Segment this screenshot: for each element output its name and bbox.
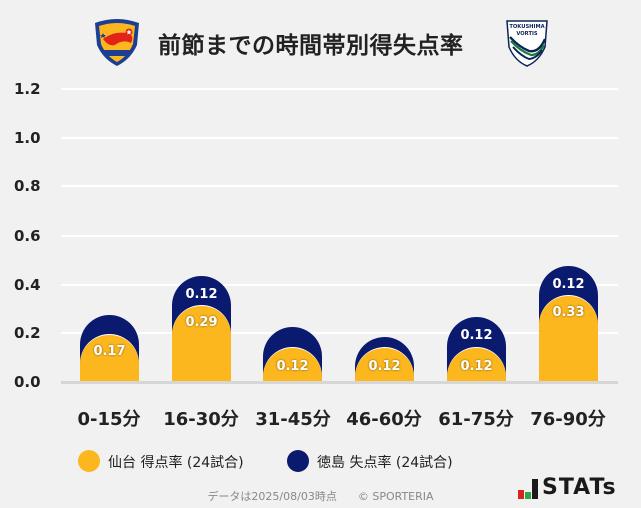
footer-note: データは2025/08/03時点 © SPORTERIA: [0, 488, 641, 504]
bar-segment-home: [80, 334, 139, 382]
stats-bars-icon: [518, 479, 538, 499]
x-tick-label: 46-60分: [346, 409, 422, 430]
stats-brand-text: STATs: [542, 475, 617, 500]
gridline: [61, 185, 618, 187]
bar-value-label-home: 0.12: [460, 358, 493, 374]
copyright-text: © SPORTERIA: [357, 490, 434, 503]
x-tick-label: 16-30分: [163, 409, 239, 430]
bar-value-label-away: 0.12: [460, 328, 493, 344]
x-tick-label: 61-75分: [438, 409, 514, 430]
svg-text:TOKUSHIMA: TOKUSHIMA: [509, 24, 544, 30]
y-tick-label: 0.6: [14, 227, 41, 245]
gridline: [61, 284, 618, 286]
tokushima-vortis-crest-icon: TOKUSHIMA VORTIS: [506, 20, 548, 67]
bar-group: 0.33 0.12: [539, 265, 598, 382]
y-tick-label: 0.0: [14, 373, 41, 391]
bar-group: 0.12: [263, 327, 322, 382]
legend-label-home: 仙台 得点率 (24試合): [108, 455, 244, 471]
data-asof-text: データは2025/08/03時点: [207, 490, 337, 503]
chart-header: 前節までの時間帯別得失点率 TOKUSHIMA VORTIS: [0, 0, 641, 80]
bar-value-label-away: 0.12: [552, 276, 585, 292]
y-tick-label: 0.4: [14, 276, 41, 294]
legend-swatch-away: [287, 450, 309, 472]
gridline: [61, 88, 618, 90]
legend-label-away: 徳島 失点率 (24試合): [317, 455, 453, 471]
x-tick-label: 0-15分: [77, 409, 141, 430]
bar-value-label-home: 0.12: [368, 358, 401, 374]
bar-value-label-home: 0.33: [552, 305, 585, 321]
bar-group: 0.29 0.12: [172, 275, 231, 382]
svg-text:VORTIS: VORTIS: [516, 31, 538, 37]
bar-segment-home: [172, 304, 231, 382]
bar-group: 0.17: [80, 314, 139, 382]
vegalta-sendai-crest-icon: [95, 19, 139, 66]
y-tick-label: 1.2: [14, 80, 41, 98]
page-title: 前節までの時間帯別得失点率: [158, 33, 464, 59]
x-axis-baseline: [61, 381, 618, 384]
gridline: [61, 137, 618, 139]
bar-chart: 1.2 1.0 0.8 0.6 0.4 0.2 0.0 0.17 0.29 0.12…: [14, 80, 618, 430]
y-tick-label: 0.8: [14, 177, 41, 195]
x-tick-label: 76-90分: [530, 409, 606, 430]
y-tick-label: 0.2: [14, 324, 41, 342]
bar-value-label-home: 0.17: [93, 344, 126, 360]
x-tick-label: 31-45分: [255, 409, 331, 430]
bar-group: 0.12 0.12: [447, 317, 506, 382]
legend-swatch-home: [78, 450, 100, 472]
bar-segment-home: [539, 295, 598, 382]
gridline: [61, 332, 618, 334]
stats-brand-logo: STATs: [518, 475, 634, 501]
bar-value-label-home: 0.12: [276, 358, 309, 374]
y-tick-label: 1.0: [14, 129, 41, 147]
bar-value-label-home: 0.29: [185, 314, 218, 330]
gridline: [61, 235, 618, 237]
bar-group: 0.12: [355, 336, 414, 382]
bar-value-label-away: 0.12: [185, 286, 218, 302]
